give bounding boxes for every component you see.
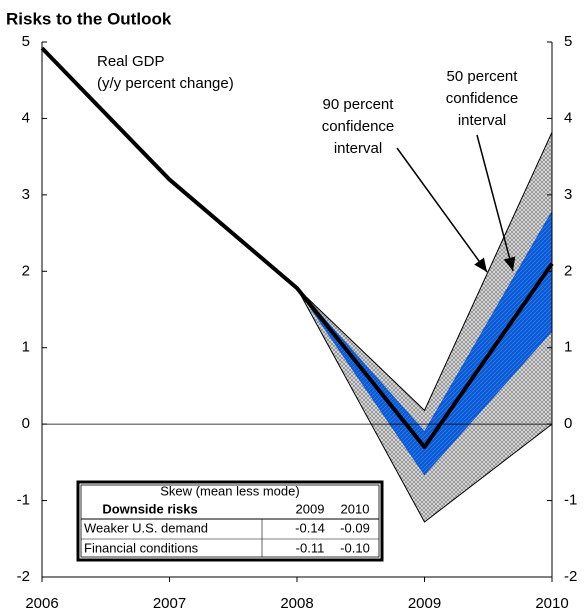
y2-tick-label: 5 [564,33,572,50]
y2-tick-label: 1 [564,339,572,356]
ci50-label: confidence [446,90,519,107]
arrow [396,147,488,273]
table-cell: Weaker U.S. demand [84,520,208,535]
table-inner [80,484,380,558]
ci90-label: confidence [322,118,395,135]
table-cell: -0.11 [296,540,325,555]
y-tick-label: 1 [22,339,30,356]
table-header: Downside risks [102,501,197,516]
y2-tick-label: 2 [564,262,572,279]
gdp-label: (y/y percent change) [97,75,234,92]
ci50-label: interval [458,112,506,129]
table-cell: -0.14 [295,520,325,535]
x-tick-label: 2007 [153,595,186,612]
y2-tick-label: -1 [564,492,577,509]
y-tick-label: 0 [22,415,30,432]
ci90-label: 90 percent [323,96,395,113]
y-tick-label: 4 [22,109,30,126]
y-tick-label: -1 [17,492,30,509]
y2-tick-label: -2 [564,568,577,585]
x-tick-label: 2010 [535,595,568,612]
arrow [476,134,516,272]
table-header: 2010 [341,501,370,516]
gdp-label: Real GDP [97,53,165,70]
gdp-line [40,46,554,450]
x-tick-label: 2008 [280,595,313,612]
table-header: 2009 [296,501,325,516]
y-tick-label: 3 [22,186,30,203]
y-tick-label: 5 [22,33,30,50]
table-title: Skew (mean less mode) [160,483,299,498]
table-cell: -0.09 [340,520,370,535]
y-tick-label: 2 [22,262,30,279]
y2-tick-label: 0 [564,415,572,432]
table-cell: -0.10 [340,540,370,555]
y2-tick-label: 4 [564,109,572,126]
chart-title: Risks to the Outlook [6,9,172,28]
y-tick-label: -2 [17,568,30,585]
table-box [76,480,384,562]
ci90-label: interval [334,140,382,157]
y2-tick-label: 3 [564,186,572,203]
table-cell: Financial conditions [84,540,199,555]
ci50-label: 50 percent [447,68,519,85]
x-tick-label: 2006 [25,595,58,612]
x-tick-label: 2009 [408,595,441,612]
